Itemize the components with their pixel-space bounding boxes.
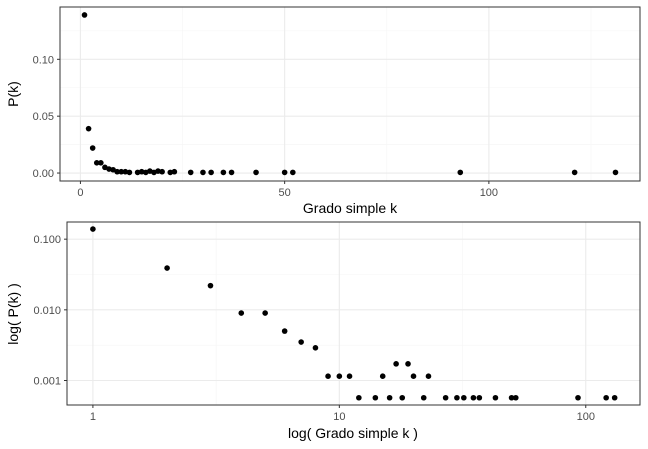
y-axis-title: log( P(k) ): [5, 283, 21, 344]
y-tick-label: 0.05: [33, 111, 54, 123]
y-tick-label: 0.00: [33, 168, 54, 180]
data-point: [164, 265, 170, 271]
data-point: [571, 169, 578, 176]
data-point: [200, 169, 206, 176]
data-point: [410, 373, 417, 380]
data-point: [281, 169, 288, 176]
y-tick-label: 0.010: [33, 305, 61, 317]
data-point: [85, 125, 92, 132]
data-point: [575, 394, 581, 401]
data-point: [425, 373, 432, 380]
x-tick-label: 1: [90, 411, 96, 423]
y-axis-title: P(k): [5, 81, 21, 107]
x-tick-label: 50: [279, 187, 291, 199]
data-point: [420, 394, 427, 401]
data-point: [386, 394, 393, 401]
data-points: [81, 12, 619, 176]
x-axis-ticks: 0 50 100: [77, 181, 498, 199]
x-tick-label: 100: [480, 187, 498, 199]
data-point: [89, 145, 96, 151]
data-point: [126, 169, 133, 176]
data-point: [611, 394, 618, 401]
y-tick-label: 0.100: [33, 234, 61, 246]
data-point: [346, 373, 353, 380]
data-points: [90, 226, 618, 401]
data-point: [325, 373, 331, 380]
data-point: [159, 168, 165, 175]
data-point: [312, 345, 319, 351]
data-point: [442, 394, 449, 401]
y-tick-label: 0.10: [33, 54, 54, 66]
data-point: [262, 310, 268, 316]
panel-border: [59, 6, 641, 182]
data-point: [508, 394, 515, 401]
y-tick-label: 0.001: [33, 375, 61, 387]
grid-lines: [67, 222, 640, 405]
x-axis-ticks: 1 10 100: [90, 405, 595, 423]
data-point: [81, 12, 88, 18]
data-point: [90, 226, 96, 232]
y-axis-ticks: 0.001 0.010 0.100: [33, 234, 67, 387]
data-point: [612, 169, 619, 176]
data-point: [476, 394, 483, 401]
data-point: [399, 394, 406, 401]
data-point: [461, 394, 467, 401]
data-point: [98, 160, 104, 166]
data-point: [93, 160, 100, 166]
x-tick-label: 10: [333, 411, 345, 423]
data-point: [118, 168, 125, 175]
x-tick-label: 100: [577, 411, 595, 423]
data-point: [253, 169, 259, 176]
grid-lines: [60, 7, 640, 181]
loglog-degree-distribution-plot: 1 10 100 0.001 0.010 0.100 log( Grado simple…: [5, 221, 641, 441]
data-point: [281, 328, 288, 334]
y-axis-ticks: 0.00 0.05 0.10: [33, 54, 60, 180]
data-point: [405, 361, 411, 367]
x-axis-title: Grado simple k: [303, 200, 398, 216]
data-point: [207, 282, 214, 289]
data-point: [454, 394, 460, 401]
data-point: [290, 169, 296, 176]
data-point: [372, 394, 379, 401]
x-axis-title: log( Grado simple k ): [288, 425, 418, 441]
data-point: [379, 373, 386, 380]
data-point: [114, 168, 120, 175]
data-point: [512, 394, 519, 401]
panel-border: [66, 221, 641, 406]
data-point: [492, 394, 499, 401]
data-point: [220, 169, 227, 176]
data-point: [238, 310, 245, 316]
x-tick-label: 0: [77, 187, 83, 199]
data-point: [356, 394, 362, 401]
data-point: [187, 169, 194, 176]
data-point: [208, 169, 214, 176]
data-point: [457, 169, 464, 176]
data-point: [393, 361, 399, 367]
data-point: [336, 373, 343, 380]
linear-degree-distribution-plot: 0 50 100 0.00 0.05 0.10 Grado simple k P(k): [5, 6, 641, 216]
data-point: [298, 339, 304, 345]
data-point: [228, 169, 235, 176]
data-point: [470, 394, 477, 401]
data-point: [603, 394, 609, 401]
data-point: [171, 168, 178, 175]
